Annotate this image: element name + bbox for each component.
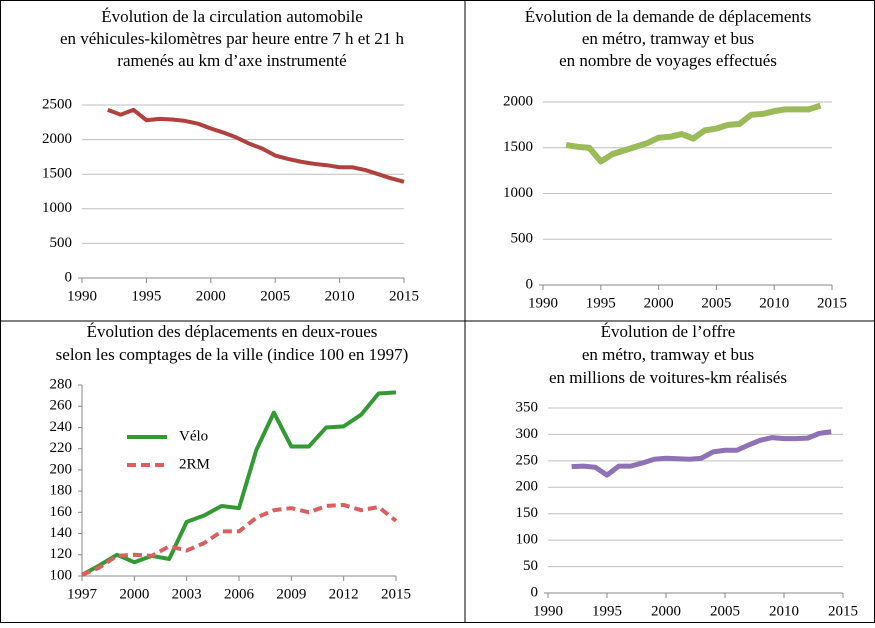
data-line bbox=[565, 102, 822, 165]
y-tick-label: 160 bbox=[50, 504, 73, 520]
legend-label: Vélo bbox=[179, 428, 208, 444]
x-tick-label: 1997 bbox=[67, 586, 98, 602]
y-tick-label: 260 bbox=[50, 398, 73, 414]
y-tick-label: 2500 bbox=[42, 96, 72, 112]
x-tick-label: 2010 bbox=[325, 288, 355, 304]
x-tick-label: 1990 bbox=[533, 603, 563, 619]
y-tick-label: 180 bbox=[50, 483, 73, 499]
data-line bbox=[107, 107, 405, 184]
chart-title: Évolution de l’offre bbox=[601, 322, 736, 341]
x-tick-label: 2010 bbox=[759, 295, 789, 311]
chart-title: Évolution de la demande de déplacements bbox=[525, 7, 812, 26]
data-line bbox=[571, 429, 832, 478]
y-tick-label: 0 bbox=[531, 584, 539, 600]
x-tick-label: 1990 bbox=[528, 295, 558, 311]
y-tick-label: 1500 bbox=[503, 139, 533, 155]
y-tick-label: 2000 bbox=[42, 131, 72, 147]
y-tick-label: 2000 bbox=[503, 93, 533, 109]
y-tick-label: 1500 bbox=[42, 166, 72, 182]
y-tick-label: 50 bbox=[523, 558, 538, 574]
y-tick-label: 500 bbox=[50, 235, 73, 251]
y-tick-label: 500 bbox=[511, 231, 534, 247]
x-tick-label: 2000 bbox=[119, 586, 149, 602]
legend-label: 2RM bbox=[179, 456, 210, 472]
chart-title: Évolution de la circulation automobile bbox=[101, 7, 363, 26]
x-tick-label: 1995 bbox=[586, 295, 616, 311]
y-tick-label: 250 bbox=[516, 452, 539, 468]
y-tick-label: 200 bbox=[50, 461, 73, 477]
x-tick-label: 2000 bbox=[644, 295, 674, 311]
chart-title: selon les comptages de la ville (indice … bbox=[56, 345, 409, 364]
x-tick-label: 2015 bbox=[381, 586, 411, 602]
x-tick-label: 2015 bbox=[828, 603, 858, 619]
y-tick-label: 100 bbox=[516, 532, 539, 548]
x-tick-label: 2000 bbox=[651, 603, 681, 619]
y-tick-label: 1000 bbox=[42, 200, 72, 216]
x-tick-label: 1995 bbox=[131, 288, 161, 304]
x-tick-label: 2009 bbox=[276, 586, 306, 602]
data-line bbox=[81, 390, 397, 577]
y-tick-label: 140 bbox=[50, 525, 73, 541]
chart-title: en métro, tramway et bus bbox=[582, 345, 754, 364]
y-tick-label: 280 bbox=[50, 376, 73, 392]
data-line bbox=[81, 502, 398, 577]
x-tick-label: 2015 bbox=[389, 288, 419, 304]
chart-title: Évolution des déplacements en deux-roues bbox=[87, 322, 378, 341]
y-tick-label: 0 bbox=[526, 276, 534, 292]
y-tick-label: 120 bbox=[50, 546, 73, 562]
x-tick-label: 2005 bbox=[260, 288, 290, 304]
x-tick-label: 1995 bbox=[592, 603, 622, 619]
y-tick-label: 350 bbox=[516, 399, 539, 415]
y-tick-label: 300 bbox=[516, 426, 539, 442]
chart-title: en millions de voitures-km réalisés bbox=[549, 368, 787, 387]
chart-title: ramenés au km d’axe instrumenté bbox=[117, 51, 346, 70]
x-tick-label: 2006 bbox=[224, 586, 255, 602]
y-tick-label: 0 bbox=[65, 269, 73, 285]
y-tick-label: 200 bbox=[516, 479, 539, 495]
x-tick-label: 2012 bbox=[329, 586, 359, 602]
y-tick-label: 220 bbox=[50, 440, 73, 456]
x-tick-label: 2003 bbox=[172, 586, 202, 602]
y-tick-label: 240 bbox=[50, 419, 73, 435]
chart-title: en véhicules-kilomètres par heure entre … bbox=[60, 29, 405, 48]
chart-title: en nombre de voyages effectués bbox=[559, 51, 777, 70]
y-tick-label: 100 bbox=[50, 567, 73, 583]
x-tick-label: 2015 bbox=[817, 295, 847, 311]
x-tick-label: 2005 bbox=[710, 603, 740, 619]
x-tick-label: 2000 bbox=[196, 288, 226, 304]
x-tick-label: 2005 bbox=[701, 295, 731, 311]
y-tick-label: 1000 bbox=[503, 185, 533, 201]
chart-title: en métro, tramway et bus bbox=[582, 29, 754, 48]
x-tick-label: 2010 bbox=[769, 603, 799, 619]
x-tick-label: 1990 bbox=[67, 288, 97, 304]
y-tick-label: 150 bbox=[516, 505, 539, 521]
